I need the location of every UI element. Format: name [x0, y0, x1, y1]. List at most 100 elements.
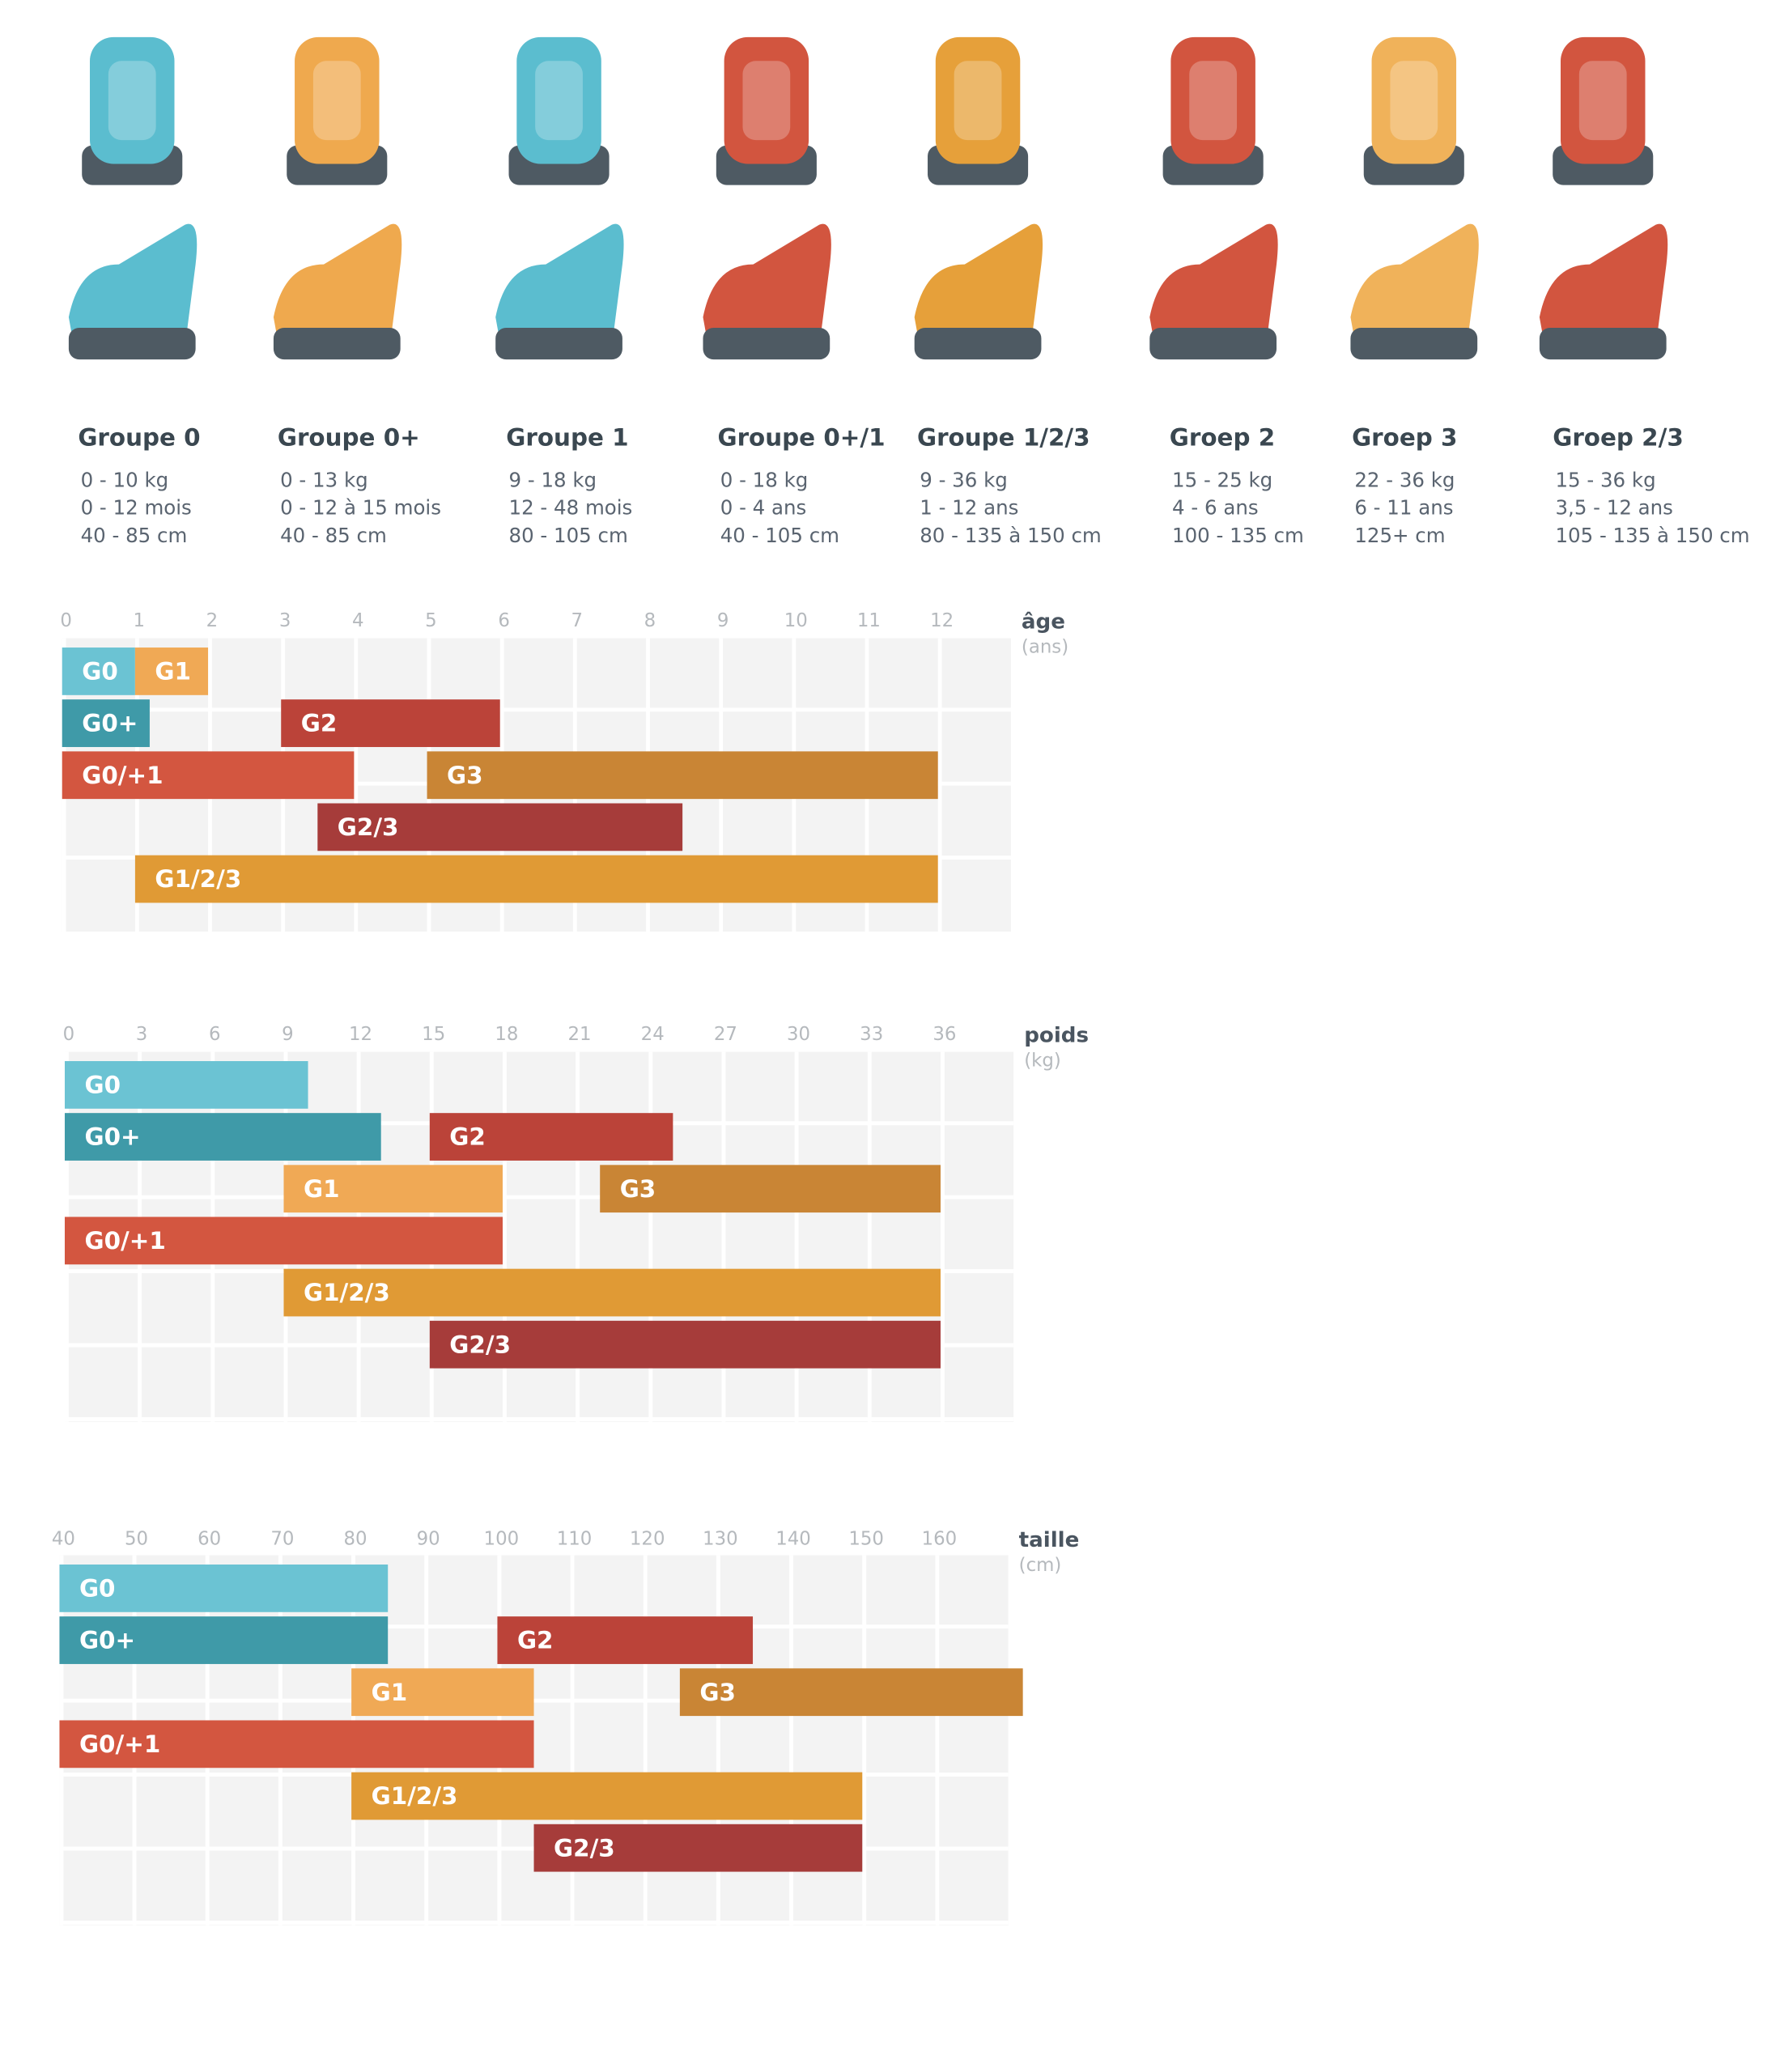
- bar-label: G0: [79, 1575, 116, 1603]
- seat-shell: [295, 36, 380, 164]
- x-tick-label: 0: [60, 610, 72, 631]
- group-detail: 0 - 12 à 15 mois: [280, 496, 441, 520]
- range-bar: [497, 1616, 754, 1664]
- range-bar: [59, 1720, 534, 1768]
- axis-label: poids: [1024, 1024, 1089, 1048]
- group-detail: 40 - 85 cm: [280, 524, 387, 547]
- seat-inner: [535, 61, 583, 141]
- seat-side-base: [1149, 327, 1277, 360]
- seat-side-base: [495, 327, 622, 360]
- group-detail: 125+ cm: [1354, 524, 1445, 547]
- seat-inner: [1578, 61, 1627, 141]
- axis-label: taille: [1019, 1528, 1080, 1552]
- seat-side: [1149, 223, 1278, 346]
- range-bar: [533, 1824, 863, 1872]
- axis-unit: (kg): [1024, 1051, 1061, 1072]
- x-tick-label: 11: [857, 610, 881, 631]
- seat-inner: [1390, 61, 1438, 141]
- seat-side-base: [914, 327, 1042, 360]
- bar-label: G0/+1: [84, 1227, 165, 1255]
- group-detail: 1 - 12 ans: [920, 496, 1018, 520]
- bar-label: G2: [517, 1627, 554, 1654]
- x-tick-label: 70: [270, 1528, 294, 1549]
- seat-inner: [1189, 61, 1238, 141]
- x-tick-label: 12: [349, 1024, 372, 1045]
- range-bar: [64, 1216, 503, 1265]
- range-bar: [317, 803, 683, 851]
- bar-label: G2/3: [449, 1331, 511, 1358]
- bar-label: G0+: [84, 1123, 140, 1151]
- group-name: Groupe 0: [78, 424, 200, 452]
- group-detail: 0 - 13 kg: [280, 468, 368, 491]
- seat-side: [914, 223, 1043, 346]
- x-tick-label: 50: [125, 1528, 148, 1549]
- bar-label: G0+: [82, 710, 138, 737]
- group-detail: 0 - 12 mois: [81, 496, 192, 520]
- seat-shell: [935, 36, 1021, 164]
- seat-icon: [273, 36, 402, 360]
- seat-shell: [1170, 36, 1255, 164]
- range-bar: [429, 1320, 941, 1369]
- group-name: Groupe 1/2/3: [917, 424, 1090, 452]
- x-tick-label: 8: [644, 610, 656, 631]
- x-tick-label: 9: [282, 1024, 294, 1045]
- x-tick-label: 12: [930, 610, 954, 631]
- x-tick-label: 21: [568, 1024, 592, 1045]
- group-detail: 0 - 4 ans: [720, 496, 807, 520]
- bar-label: G1/2/3: [372, 1782, 458, 1810]
- x-tick-label: 130: [703, 1528, 738, 1549]
- range-bar: [62, 699, 150, 747]
- seat-side-base: [703, 327, 831, 360]
- x-tick-label: 160: [922, 1528, 958, 1549]
- bar-label: G3: [620, 1175, 656, 1203]
- bar-label: G1: [155, 658, 191, 686]
- x-tick-label: 150: [848, 1528, 884, 1549]
- axis-unit: (cm): [1019, 1555, 1062, 1576]
- range-bar: [134, 648, 209, 695]
- seat-shell: [516, 36, 601, 164]
- bar-label: G2/3: [338, 813, 399, 841]
- x-tick-label: 24: [641, 1024, 665, 1045]
- group-name: Groupe 1: [506, 424, 628, 452]
- x-tick-label: 9: [717, 610, 729, 631]
- x-tick-label: 33: [860, 1024, 883, 1045]
- x-tick-label: 3: [279, 610, 291, 631]
- seat-side: [68, 223, 198, 346]
- bar-label: G0: [82, 658, 118, 686]
- range-bar: [427, 751, 938, 800]
- group-detail: 80 - 135 à 150 cm: [920, 524, 1102, 547]
- group-detail: 9 - 18 kg: [509, 468, 597, 491]
- seat-side: [495, 223, 624, 346]
- group-name: Groupe 0+/1: [717, 424, 885, 452]
- x-tick-label: 7: [571, 610, 584, 631]
- seat-icon: [495, 36, 624, 360]
- group-detail: 6 - 11 ans: [1354, 496, 1453, 520]
- group-detail: 15 - 36 kg: [1555, 468, 1655, 491]
- x-tick-label: 0: [63, 1024, 75, 1045]
- group-detail: 40 - 85 cm: [81, 524, 188, 547]
- x-tick-label: 27: [714, 1024, 737, 1045]
- seat-inner: [742, 61, 791, 141]
- seat-icon: [914, 36, 1043, 360]
- x-tick-label: 60: [198, 1528, 221, 1549]
- x-tick-label: 6: [209, 1024, 221, 1045]
- axis-unit: (ans): [1022, 637, 1068, 658]
- x-tick-label: 120: [630, 1528, 665, 1549]
- bar-label: G0+: [79, 1627, 135, 1654]
- seat-side-base: [1539, 327, 1667, 360]
- seat-side: [1350, 223, 1479, 346]
- range-bar: [59, 1616, 389, 1664]
- group-detail: 40 - 105 cm: [720, 524, 839, 547]
- seat-inner: [312, 61, 361, 141]
- axis-label: âge: [1022, 610, 1065, 635]
- bar-label: G3: [447, 762, 483, 789]
- range-bar: [134, 855, 938, 903]
- group-detail: 12 - 48 mois: [509, 496, 633, 520]
- bar-label: G2/3: [554, 1834, 615, 1862]
- x-tick-label: 4: [352, 610, 364, 631]
- seat-shell: [724, 36, 809, 164]
- range-bar: [62, 751, 355, 800]
- x-tick-label: 10: [784, 610, 808, 631]
